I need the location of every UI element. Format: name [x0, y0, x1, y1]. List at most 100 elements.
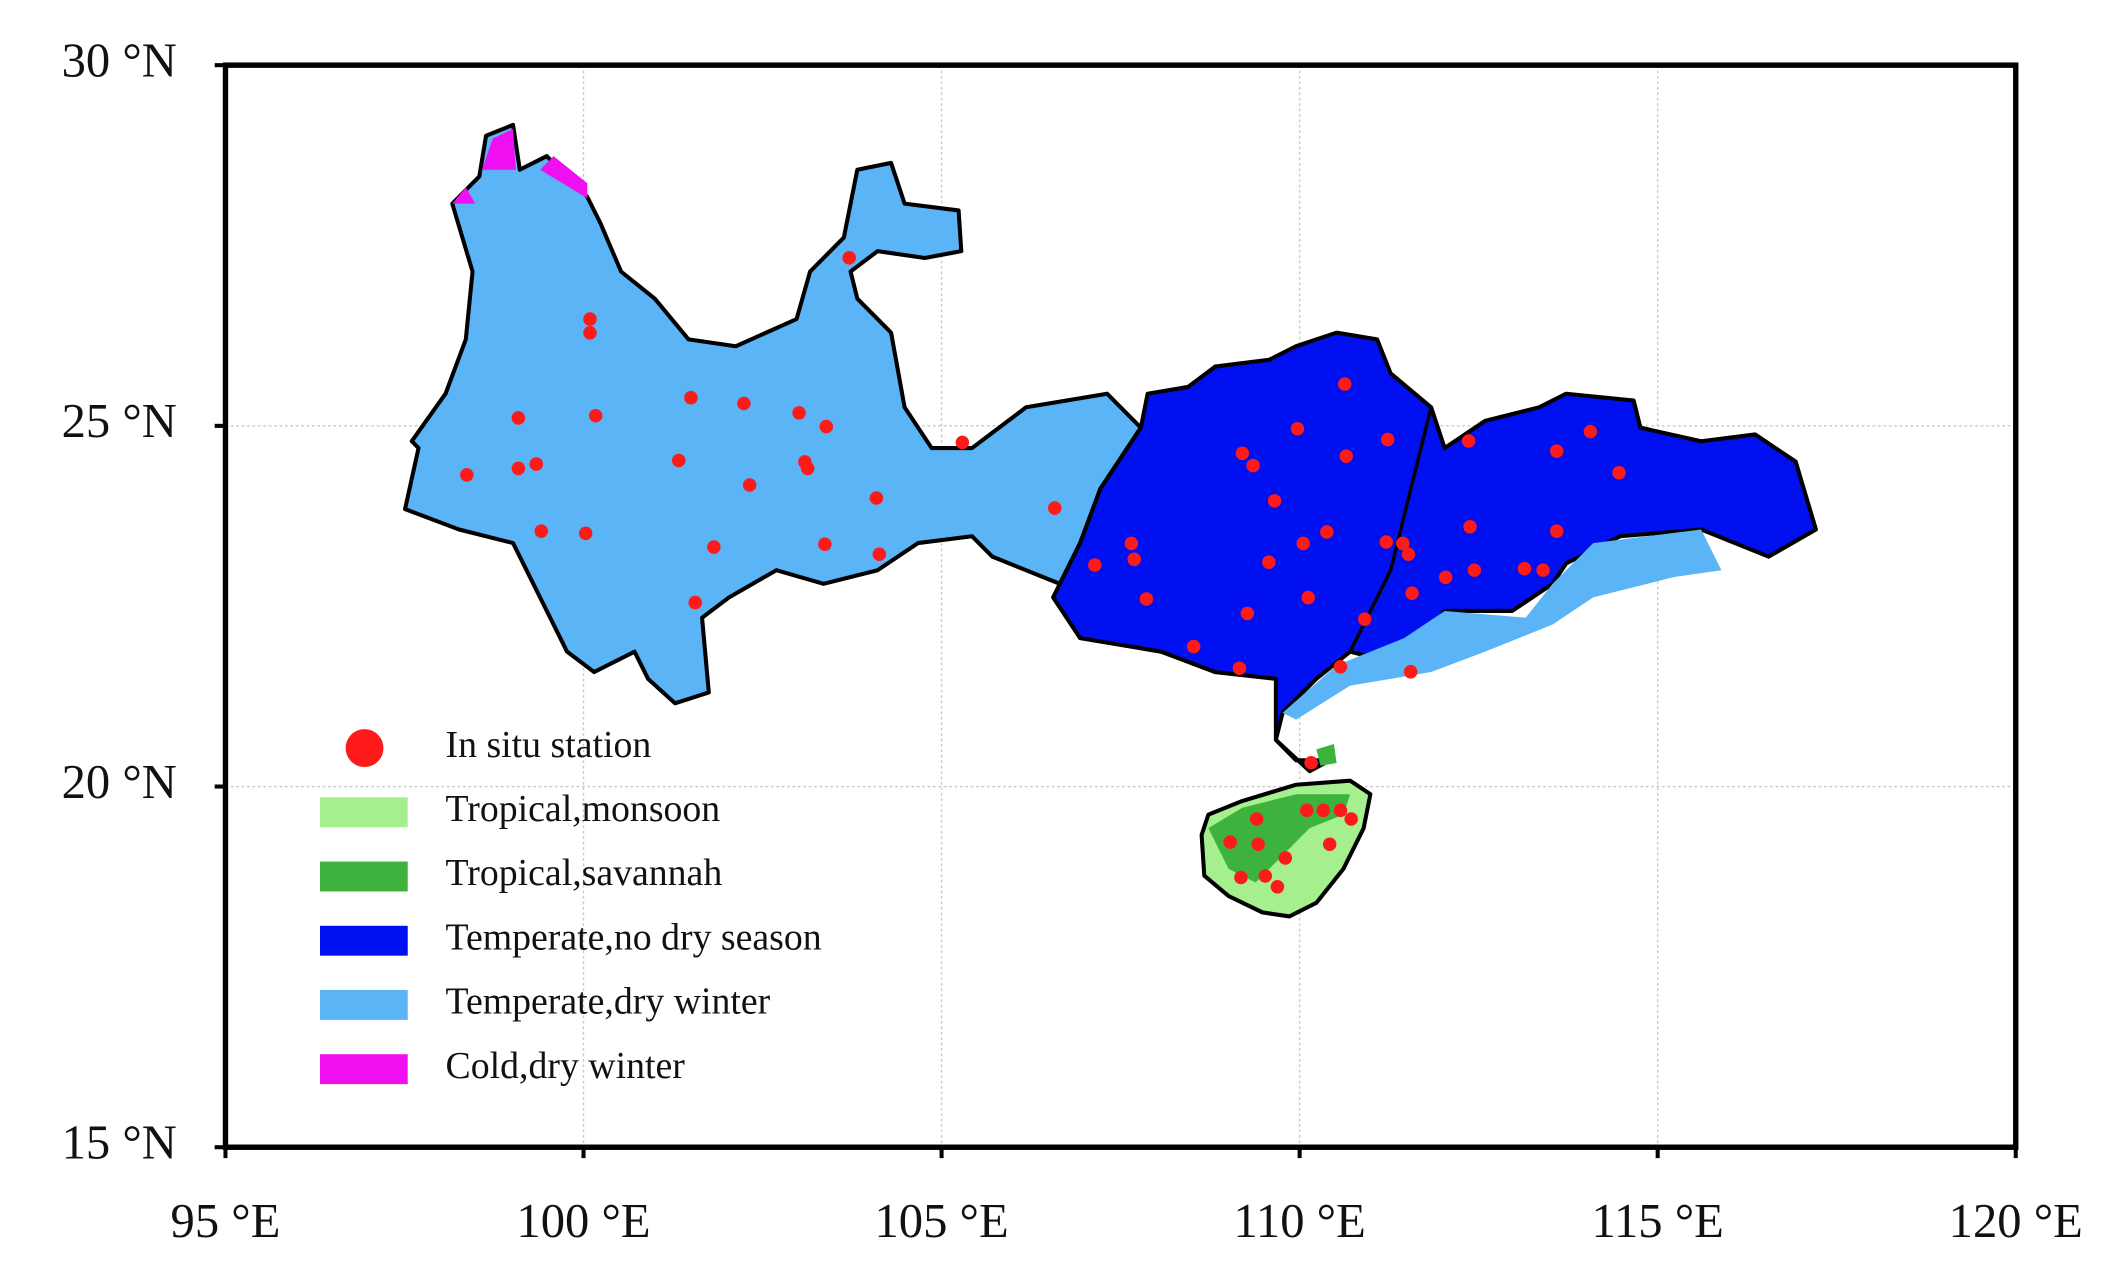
station [1232, 661, 1247, 676]
station [1612, 465, 1626, 480]
station [1304, 755, 1318, 770]
station [1403, 665, 1418, 679]
station [1300, 803, 1314, 818]
station [1296, 536, 1310, 551]
x-tick-label: 115 °E [1592, 1194, 1724, 1248]
station [460, 468, 474, 482]
station [684, 390, 698, 405]
station [1401, 547, 1416, 562]
station [688, 595, 702, 610]
region-dry-winter-west [403, 122, 1143, 706]
station [800, 461, 815, 476]
station [1278, 851, 1293, 865]
x-tick-label: 110 °E [1233, 1194, 1365, 1248]
station [1461, 434, 1476, 448]
station [583, 312, 597, 326]
station [818, 537, 832, 551]
station [1358, 612, 1372, 626]
station [511, 411, 526, 425]
x-tick-label: 105 °E [874, 1194, 1008, 1248]
station [742, 478, 757, 492]
legend-swatch [319, 861, 408, 892]
x-tick-label: 95 °E [171, 1194, 281, 1248]
station [1517, 561, 1532, 576]
station [1270, 880, 1285, 894]
station [1251, 837, 1265, 852]
station [1438, 570, 1453, 585]
station [872, 547, 887, 562]
region-cold-1 [452, 187, 476, 204]
station [1549, 524, 1564, 538]
station [1267, 494, 1282, 508]
station [1333, 660, 1348, 674]
station [1186, 639, 1201, 654]
station [1405, 586, 1419, 601]
legend-label: Tropical,monsoon [446, 788, 721, 830]
legend-swatch [319, 797, 408, 828]
station [1258, 869, 1273, 883]
legend-label: Tropical,savannah [446, 852, 723, 894]
station [955, 435, 970, 450]
legend-label: Temperate,no dry season [446, 916, 822, 958]
region-no-dry-season [1051, 330, 1818, 774]
legend-label: Cold,dry winter [446, 1045, 686, 1087]
station [1240, 606, 1255, 621]
station [819, 419, 834, 434]
station [1337, 377, 1352, 391]
y-tick-label: 30 °N [62, 33, 177, 87]
station [534, 524, 549, 538]
region-cold-2 [481, 128, 516, 170]
station [1249, 812, 1264, 826]
region-dry-winter-coast [1282, 529, 1722, 720]
station [1463, 520, 1477, 534]
station [1235, 446, 1250, 461]
legend: In situ station Tropical,monsoon Tropical,… [319, 724, 822, 1087]
station [1124, 536, 1139, 551]
station [578, 526, 593, 541]
station [529, 457, 544, 471]
station [1380, 432, 1395, 447]
legend-label: In situ station [446, 724, 652, 766]
x-tick-label: 120 °E [1949, 1194, 2083, 1248]
station [1549, 444, 1564, 458]
y-tick-label: 15 °N [62, 1115, 177, 1169]
station [1339, 449, 1353, 463]
station [1047, 501, 1062, 515]
axes: 95 °E 100 °E 105 °E 110 °E 115 °E 120 °E 15 °N… [62, 33, 2083, 1248]
region-cold-3 [540, 156, 588, 199]
region-savannah-leizhou [1316, 744, 1337, 766]
station [1316, 803, 1331, 818]
station [1234, 870, 1248, 885]
station [1088, 558, 1102, 572]
station [869, 491, 884, 505]
station [792, 406, 806, 420]
station [1583, 424, 1598, 439]
station [1396, 536, 1410, 551]
station [583, 326, 597, 340]
station [1246, 458, 1260, 473]
station [1333, 803, 1348, 818]
station [1320, 525, 1334, 539]
station [1301, 590, 1315, 605]
station [1290, 421, 1305, 436]
station [588, 408, 603, 423]
legend-swatch [319, 1054, 408, 1085]
region-savannah [1208, 794, 1351, 883]
station [707, 540, 721, 554]
stations [460, 250, 1626, 894]
station [1536, 563, 1550, 577]
station [511, 461, 526, 476]
station [1262, 555, 1276, 569]
station [1223, 835, 1237, 849]
station [1344, 812, 1358, 826]
station [672, 453, 686, 468]
station [1379, 535, 1394, 549]
legend-swatch [319, 990, 408, 1020]
y-tick-label: 25 °N [62, 394, 177, 448]
station [1139, 592, 1154, 606]
station [842, 250, 856, 265]
station [1322, 837, 1337, 852]
legend-swatch [319, 925, 408, 956]
legend-label: Temperate,dry winter [446, 981, 771, 1023]
